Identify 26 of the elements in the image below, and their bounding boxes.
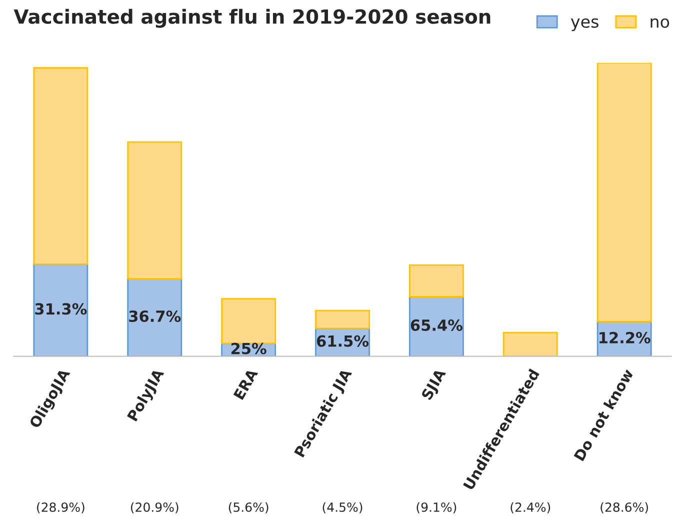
annotation: 31.3% (35, 303, 87, 315)
text: (4.5%) (322, 502, 362, 514)
text: (28.6%) (600, 502, 648, 514)
bar (33, 67, 88, 265)
text: (20.9%) (130, 502, 178, 514)
bar (221, 298, 276, 344)
annotation: 36.7% (129, 310, 181, 322)
bar (502, 332, 558, 356)
bar (127, 141, 182, 280)
bar (315, 310, 370, 330)
bar (408, 264, 464, 298)
text: (2.4%) (510, 502, 550, 514)
legend-label: yes (570, 18, 598, 32)
chart-title: Vaccinated against flu in 2019-2020 season (14, 8, 490, 28)
bar (408, 296, 464, 356)
annotation: 61.5% (316, 335, 369, 347)
annotation: 65.4% (410, 319, 462, 331)
text: (5.6%) (228, 502, 268, 514)
legend-label: no (650, 18, 670, 28)
bar (127, 278, 182, 356)
annotation: 12.2% (600, 332, 650, 344)
text: (28.9%) (37, 502, 84, 514)
bar (596, 62, 652, 322)
bar (33, 263, 88, 356)
text: (9.1%) (416, 502, 456, 514)
annotation: 25% (231, 342, 266, 354)
